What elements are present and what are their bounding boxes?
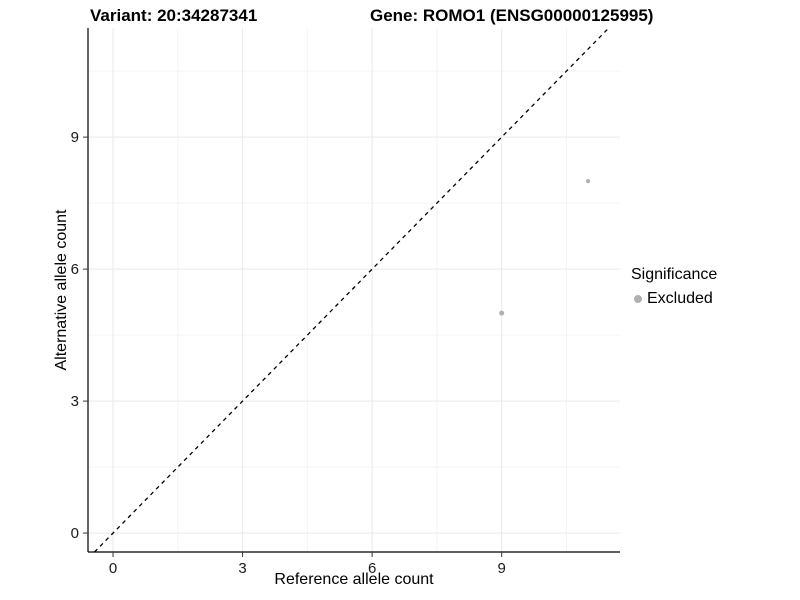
legend-item-label: Excluded [647, 290, 713, 307]
x-tick-label: 0 [109, 560, 117, 577]
gene-title: Gene: ROMO1 (ENSG00000125995) [370, 6, 654, 25]
data-point [499, 310, 505, 316]
excluded-point-swatch [634, 295, 642, 303]
variant-title: Variant: 20:34287341 [90, 6, 258, 25]
x-axis-label: Reference allele count [274, 571, 434, 588]
identity-line [94, 27, 610, 553]
x-tick-label: 9 [498, 560, 506, 577]
y-axis-label: Alternative allele count [53, 209, 70, 371]
legend: Significance Excluded [631, 266, 717, 308]
legend-item-excluded: Excluded [631, 290, 717, 308]
y-tick-label: 0 [71, 525, 79, 542]
legend-title: Significance [631, 266, 718, 283]
data-point [585, 179, 591, 184]
y-tick-label: 6 [71, 261, 79, 278]
y-tick-label: 9 [71, 129, 79, 146]
x-tick-label: 3 [238, 560, 246, 577]
y-tick-label: 3 [71, 393, 79, 410]
x-tick-label: 6 [368, 560, 376, 577]
